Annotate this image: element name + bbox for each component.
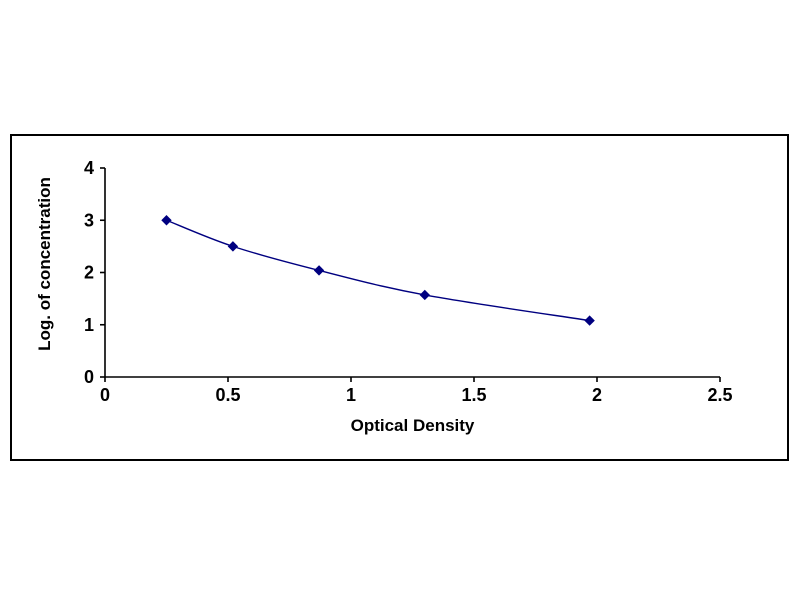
data-point-marker — [584, 315, 595, 326]
chart-frame: 0 0.5 1 1.5 2 2.5 0 1 2 3 4 Log. of concentration … — [10, 134, 789, 461]
data-point-marker — [161, 215, 172, 226]
data-point-marker — [419, 289, 431, 301]
standard-curve-plot: 0 0.5 1 1.5 2 2.5 0 1 2 3 4 — [84, 158, 733, 405]
data-point-marker — [313, 265, 325, 276]
standard-curve-line — [166, 219, 590, 322]
y-tick-label: 2 — [84, 263, 94, 283]
x-tick-label: 1.5 — [461, 385, 486, 405]
x-tick-label: 2.5 — [707, 385, 732, 405]
y-tick-label: 3 — [84, 210, 94, 230]
x-tick-label: 0 — [100, 385, 110, 405]
axis-lines — [104, 168, 720, 378]
x-tick-label: 1 — [346, 385, 356, 405]
y-tick-label: 0 — [84, 367, 94, 387]
y-axis-label: Log. of concentration — [35, 177, 54, 351]
data-point-marker — [227, 241, 239, 252]
y-tick-label: 1 — [84, 315, 94, 335]
x-axis-label: Optical Density — [350, 416, 475, 435]
x-tick-label: 0.5 — [215, 385, 240, 405]
x-tick-label: 2 — [592, 385, 602, 405]
y-tick-label: 4 — [84, 158, 94, 178]
